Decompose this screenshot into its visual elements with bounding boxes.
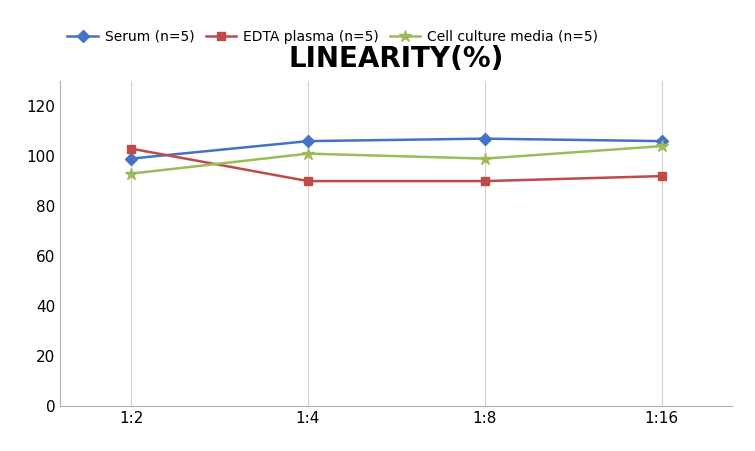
Title: LINEARITY(%): LINEARITY(%) xyxy=(288,45,504,74)
EDTA plasma (n=5) xyxy=(657,173,666,179)
Serum (n=5) xyxy=(127,156,136,161)
EDTA plasma (n=5) xyxy=(127,146,136,152)
EDTA plasma (n=5) xyxy=(480,179,489,184)
Line: EDTA plasma (n=5): EDTA plasma (n=5) xyxy=(127,144,666,185)
Cell culture media (n=5) xyxy=(127,171,136,176)
Cell culture media (n=5) xyxy=(480,156,489,161)
Cell culture media (n=5) xyxy=(657,143,666,149)
Serum (n=5) xyxy=(480,136,489,141)
Cell culture media (n=5) xyxy=(304,151,313,156)
EDTA plasma (n=5) xyxy=(304,179,313,184)
Serum (n=5) xyxy=(304,138,313,144)
Serum (n=5) xyxy=(657,138,666,144)
Line: Cell culture media (n=5): Cell culture media (n=5) xyxy=(125,140,668,180)
Line: Serum (n=5): Serum (n=5) xyxy=(127,134,666,163)
Legend: Serum (n=5), EDTA plasma (n=5), Cell culture media (n=5): Serum (n=5), EDTA plasma (n=5), Cell cul… xyxy=(67,30,599,44)
